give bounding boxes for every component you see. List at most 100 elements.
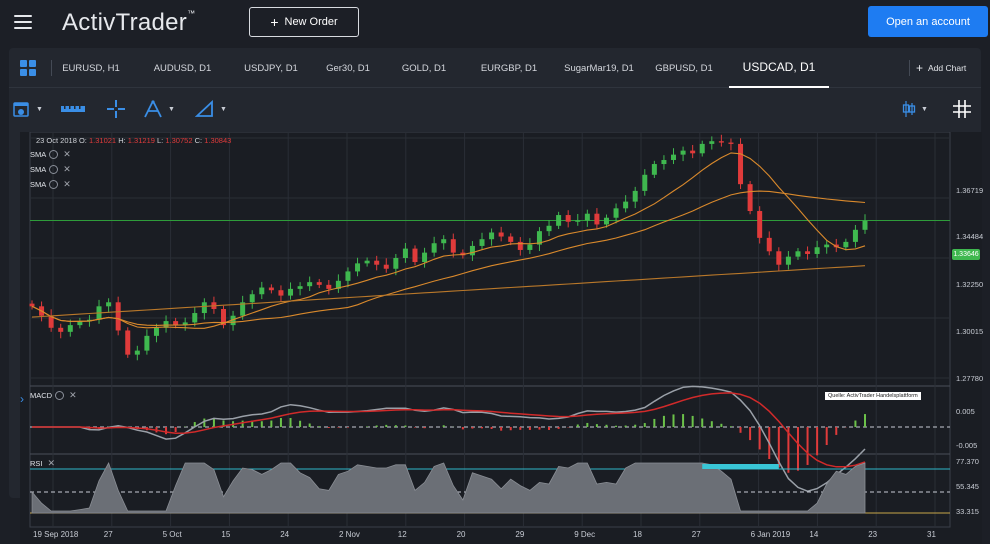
candle xyxy=(642,174,648,191)
candle xyxy=(469,245,475,256)
chart-canvas[interactable] xyxy=(20,132,982,544)
candle xyxy=(718,141,724,143)
price-axis-label: 1.34484 xyxy=(956,232,984,241)
plot-frame xyxy=(29,132,951,528)
settings-icon[interactable] xyxy=(49,165,59,174)
tab-audusd[interactable]: AUDUSD, D1 xyxy=(153,62,212,74)
price-axis-label: 1.27780 xyxy=(956,374,984,383)
candle xyxy=(498,232,504,237)
candle xyxy=(249,294,255,303)
candle xyxy=(766,237,772,252)
settings-icon[interactable] xyxy=(55,391,65,400)
chevron-down-icon[interactable]: ▼ xyxy=(168,105,175,113)
candle xyxy=(728,142,734,144)
candle xyxy=(364,260,370,264)
chevron-down-icon[interactable]: ▼ xyxy=(220,105,227,113)
sma-line-3 xyxy=(31,265,866,318)
candle xyxy=(575,220,581,222)
tab-eurgbp[interactable]: EURGBP, D1 xyxy=(480,62,538,74)
candle xyxy=(48,315,54,328)
candle xyxy=(747,184,753,212)
menu-icon[interactable] xyxy=(14,15,32,29)
candle xyxy=(115,302,121,331)
grid-icon[interactable] xyxy=(953,99,971,119)
candle xyxy=(824,244,830,248)
new-order-button[interactable]: + New Order xyxy=(249,7,359,37)
tab-ger30[interactable]: Ger30, D1 xyxy=(326,62,370,74)
candle xyxy=(288,288,294,296)
candle xyxy=(29,303,35,307)
tab-usdcad[interactable]: USDCAD, D1 xyxy=(729,48,829,88)
tab-eurusd[interactable]: EURUSD, H1 xyxy=(62,62,120,74)
candle xyxy=(623,201,629,209)
candle xyxy=(268,287,274,291)
candle xyxy=(479,239,485,246)
shape-tool-icon[interactable]: ▼ xyxy=(195,99,227,119)
crosshair-icon[interactable] xyxy=(107,99,125,119)
candle xyxy=(335,280,341,289)
drawing-tool-icon[interactable]: ▼ xyxy=(143,99,175,119)
tab-usdjpy[interactable]: USDJPY, D1 xyxy=(244,62,298,74)
candle xyxy=(527,244,533,250)
x-axis-tick: 12 xyxy=(397,530,407,539)
x-axis-tick: 18 xyxy=(633,530,642,539)
chart-panel: EURUSD, H1 AUDUSD, D1 USDJPY, D1 Ger30, … xyxy=(9,48,983,544)
sma-indicator-3: SMA ✕ xyxy=(30,179,71,189)
candle xyxy=(297,286,303,289)
chevron-right-icon[interactable]: › xyxy=(20,392,24,406)
close-icon[interactable]: ✕ xyxy=(63,164,71,174)
tab-sugarmar19[interactable]: SugarMar19, D1 xyxy=(564,62,634,74)
rsi-indicator: RSI ✕ xyxy=(30,458,56,468)
candle xyxy=(814,247,820,254)
settings-icon[interactable] xyxy=(49,180,59,189)
candle xyxy=(805,251,811,254)
candle xyxy=(699,143,705,154)
chevron-down-icon[interactable]: ▼ xyxy=(36,105,43,113)
current-price-tag: 1.33646 xyxy=(952,249,980,260)
candle xyxy=(153,327,159,336)
candle xyxy=(594,213,600,225)
x-axis-tick: 27 xyxy=(691,530,701,539)
candle xyxy=(680,150,686,155)
candle xyxy=(326,284,332,289)
candle xyxy=(278,290,284,296)
candle xyxy=(125,330,131,355)
candle xyxy=(345,271,351,281)
close-icon[interactable]: ✕ xyxy=(63,149,71,159)
plus-icon: + xyxy=(916,61,924,75)
candle-type-icon[interactable]: ▼ xyxy=(902,99,928,119)
candle xyxy=(843,241,849,248)
rsi-area xyxy=(31,462,866,514)
x-axis-tick: 2 Nov xyxy=(339,530,360,539)
close-icon[interactable]: ✕ xyxy=(63,179,71,189)
candle xyxy=(173,321,179,326)
candle xyxy=(738,143,744,185)
candle xyxy=(86,319,92,322)
ruler-icon[interactable] xyxy=(61,99,85,119)
x-axis-tick: 5 Oct xyxy=(162,530,182,539)
settings-icon[interactable] xyxy=(49,150,59,159)
candle xyxy=(259,287,265,295)
open-account-button[interactable]: Open an account xyxy=(868,6,988,37)
close-icon[interactable]: ✕ xyxy=(69,390,77,400)
tab-gbpusd[interactable]: GBPUSD, D1 xyxy=(655,62,713,74)
candle xyxy=(709,141,715,144)
macd-axis-label: -0.005 xyxy=(956,441,978,450)
x-axis-tick: 9 Dec xyxy=(574,530,596,539)
x-axis-tick: 31 xyxy=(927,530,936,539)
layout-grid-icon[interactable] xyxy=(20,60,36,76)
candle xyxy=(58,327,64,332)
chart-toolbar: ▼ ▼ ▼ ▼ xyxy=(9,89,981,131)
price-chart[interactable]: › 23 Oct 2018 O: 1.31021 H: 1.31219 L: 1… xyxy=(20,132,984,544)
calendar-icon[interactable]: ▼ xyxy=(13,99,43,119)
candle xyxy=(613,208,619,218)
chevron-down-icon[interactable]: ▼ xyxy=(921,105,928,113)
candle xyxy=(431,243,437,253)
candle xyxy=(355,263,361,272)
candle xyxy=(776,251,782,265)
tab-gold[interactable]: GOLD, D1 xyxy=(401,62,447,74)
rsi-axis-label: 77.370 xyxy=(956,457,979,466)
close-icon[interactable]: ✕ xyxy=(47,458,56,468)
candle xyxy=(661,160,667,165)
add-chart-button[interactable]: + Add Chart xyxy=(909,60,966,76)
